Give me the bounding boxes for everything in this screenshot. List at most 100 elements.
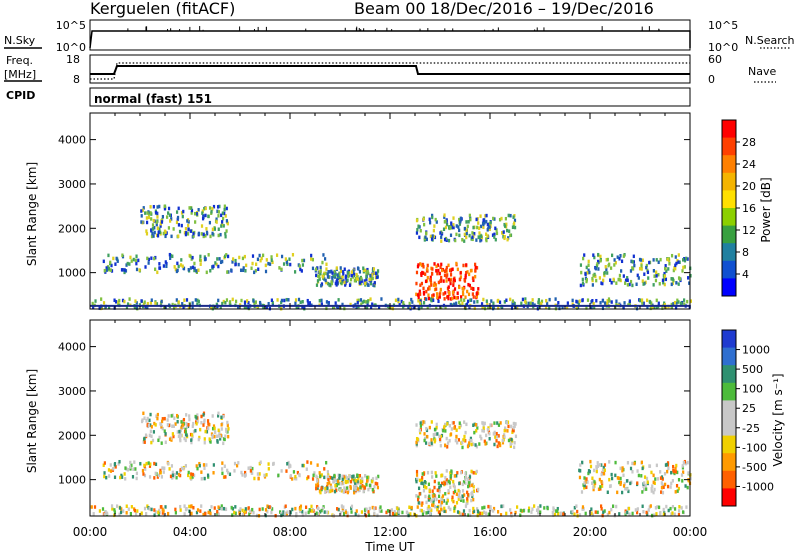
power-cell <box>193 261 196 266</box>
power-cell <box>467 220 470 224</box>
power-cell <box>632 260 636 264</box>
power-cell <box>123 299 126 304</box>
power-cell <box>360 277 363 281</box>
power-cell <box>207 253 210 257</box>
velocity-cell <box>233 461 237 466</box>
power-cell <box>478 226 481 230</box>
power-cell <box>147 215 151 220</box>
power-cell <box>658 282 661 286</box>
velocity-cell <box>663 471 667 476</box>
velocity-cell <box>614 473 617 478</box>
velocity-cell <box>472 471 475 475</box>
power-cell <box>434 283 438 287</box>
velocity-colorbar-tick-label: 25 <box>742 402 756 415</box>
power-cell <box>464 275 467 280</box>
power-cell <box>322 273 325 277</box>
power-cell <box>558 306 561 311</box>
velocity-cell <box>573 512 576 516</box>
power-cell <box>439 287 442 292</box>
velocity-cell <box>158 508 161 513</box>
velocity-cell <box>360 510 364 514</box>
power-cell <box>152 204 155 209</box>
velocity-cell <box>447 489 450 493</box>
power-cell <box>451 225 454 230</box>
power-cell <box>372 267 376 271</box>
velocity-cell <box>112 466 115 471</box>
velocity-colorbar-segment <box>722 435 736 454</box>
velocity-cell <box>636 469 639 473</box>
velocity-cell <box>180 433 183 438</box>
velocity-colorbar-segment <box>722 418 736 437</box>
power-cell <box>603 273 606 278</box>
velocity-cell <box>447 505 450 510</box>
nave-tick-bottom: 0 <box>708 73 715 86</box>
velocity-cell <box>587 471 590 476</box>
velocity-cell <box>373 485 376 489</box>
velocity-cell <box>420 503 423 507</box>
velocity-cell <box>619 476 622 481</box>
power-cell <box>92 305 95 309</box>
power-cell <box>666 257 669 262</box>
power-cell <box>626 283 629 287</box>
power-cell <box>642 301 645 306</box>
velocity-cell <box>120 473 123 478</box>
velocity-cell <box>338 488 342 493</box>
power-cell <box>150 228 153 232</box>
velocity-cell <box>610 472 613 477</box>
velocity-cell <box>171 470 174 475</box>
velocity-cell <box>293 476 297 481</box>
power-cell <box>251 261 254 266</box>
velocity-cell <box>323 467 326 471</box>
power-cell <box>251 254 255 258</box>
power-cell <box>439 231 442 235</box>
power-cell <box>109 268 112 272</box>
velocity-cell <box>220 427 223 431</box>
power-cell <box>211 227 214 232</box>
power-cell <box>590 306 593 310</box>
velocity-cell <box>225 429 228 434</box>
velocity-cell <box>135 471 139 476</box>
velocity-cell <box>434 427 437 432</box>
velocity-cell <box>124 477 127 481</box>
time-tick-label: 12:00 <box>373 525 408 539</box>
power-cell <box>419 283 422 287</box>
velocity-cell <box>465 422 468 427</box>
power-cell <box>173 265 176 269</box>
velocity-cell <box>304 511 307 516</box>
velocity-cell <box>440 497 443 502</box>
velocity-cell <box>576 509 579 514</box>
velocity-cell <box>533 504 536 508</box>
velocity-cell <box>227 427 230 431</box>
power-cell <box>364 268 367 273</box>
power-cell <box>463 232 466 237</box>
power-cell <box>146 211 149 215</box>
power-cell <box>583 253 586 257</box>
power-cell <box>215 302 218 307</box>
power-cell <box>156 215 159 219</box>
power-cell <box>369 273 372 278</box>
power-cell <box>201 209 204 213</box>
power-cell <box>482 222 485 227</box>
power-cell <box>646 305 649 310</box>
velocity-cell <box>315 486 318 491</box>
velocity-cell <box>464 504 468 508</box>
power-cell <box>675 306 678 310</box>
power-cell <box>663 282 666 287</box>
velocity-cell <box>676 489 679 493</box>
velocity-cell <box>479 434 482 439</box>
velocity-cell <box>435 497 438 502</box>
velocity-cell <box>626 510 629 515</box>
power-cell <box>504 224 507 228</box>
power-cell <box>346 278 349 282</box>
power-cell <box>422 301 426 305</box>
power-cell <box>210 210 213 214</box>
power-cell <box>670 282 673 287</box>
velocity-cell <box>445 469 448 473</box>
velocity-cell <box>595 466 598 470</box>
velocity-cell <box>543 506 546 510</box>
power-cell <box>203 257 207 262</box>
power-cell <box>217 214 220 218</box>
power-cell <box>592 301 595 306</box>
velocity-cell <box>164 440 167 445</box>
power-cell <box>458 228 461 233</box>
